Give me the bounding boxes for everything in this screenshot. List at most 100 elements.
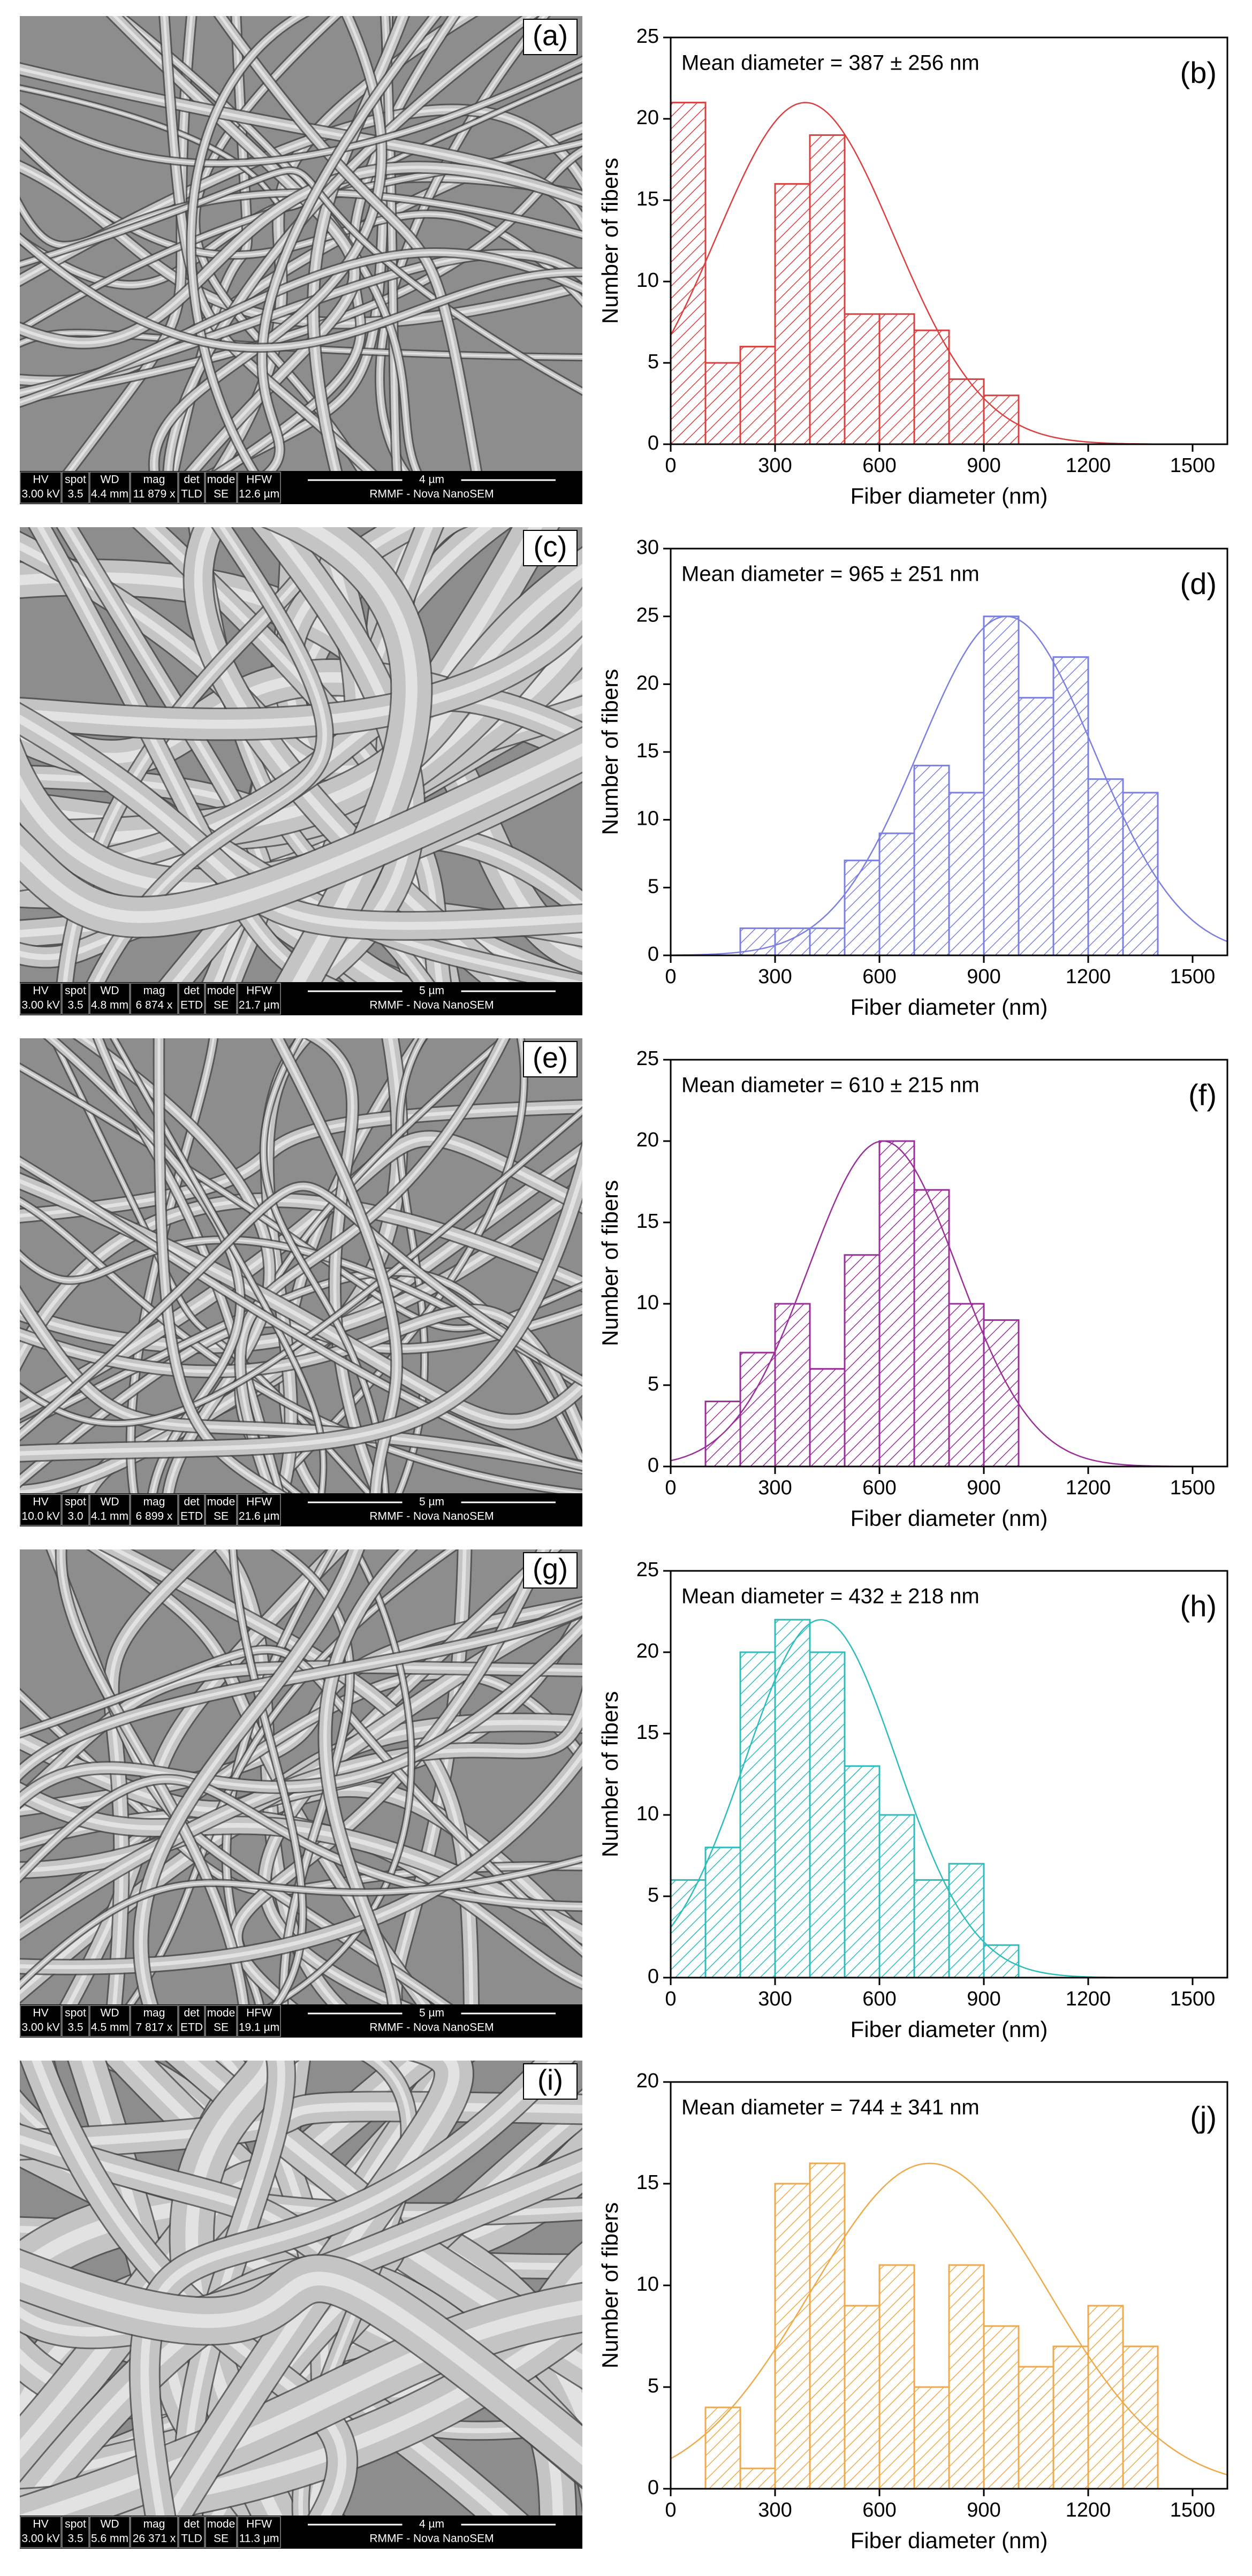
x-tick-label: 900 xyxy=(967,1477,1000,1499)
info-cell xyxy=(205,2005,237,2037)
x-tick-label: 300 xyxy=(758,966,792,988)
histogram-bar xyxy=(948,378,985,445)
fiber-highlight xyxy=(20,1665,582,1803)
info-cell xyxy=(178,2005,205,2037)
info-cell xyxy=(20,2005,62,2037)
info-value: 21.6 µm xyxy=(239,1510,279,1523)
info-value: 3.00 kV xyxy=(21,2533,59,2545)
fiber-highlight xyxy=(20,67,582,225)
info-value: 3.00 kV xyxy=(21,488,59,500)
info-cell xyxy=(205,983,237,1015)
x-tick-label: 900 xyxy=(967,1988,1000,2010)
scale-label-bg xyxy=(402,2007,461,2020)
panel-label-box xyxy=(523,1552,578,1589)
info-value: 21.7 µm xyxy=(239,999,279,1012)
histogram-bar xyxy=(704,1846,741,1979)
info-value: ETD xyxy=(180,2022,203,2034)
fiber-highlight xyxy=(272,1549,412,2004)
scale-label-bg xyxy=(402,473,461,487)
x-tick-label: 900 xyxy=(967,966,1000,988)
info-value: 3.00 kV xyxy=(21,2022,59,2034)
y-tick-label: 10 xyxy=(636,1803,659,1825)
fit-curve xyxy=(671,2162,1227,2476)
annotation: Mean diameter = 432 ± 218 nm xyxy=(681,1585,980,1608)
info-value: SE xyxy=(214,999,229,1012)
info-value: 19.1 µm xyxy=(239,2022,279,2034)
fiber-highlight xyxy=(20,1295,582,1469)
fiber-highlight xyxy=(232,1549,303,2004)
x-tick-label: 1500 xyxy=(1170,1988,1216,2010)
x-tick-label: 600 xyxy=(862,1477,896,1499)
info-cell xyxy=(89,1494,130,1526)
info-cell xyxy=(89,2516,130,2548)
y-tick-label: 10 xyxy=(636,808,659,830)
x-tick-label: 600 xyxy=(862,454,896,477)
info-cell xyxy=(237,2516,281,2548)
info-value: 6 899 x xyxy=(136,1510,173,1523)
info-header: HV xyxy=(33,2007,48,2019)
fiber-highlight xyxy=(20,1160,582,1468)
histogram-bar xyxy=(774,1303,811,1468)
histogram-bar xyxy=(983,1319,1020,1468)
info-cell xyxy=(20,2516,62,2548)
x-tick-label: 1200 xyxy=(1066,1988,1111,2010)
y-tick-label: 20 xyxy=(636,107,659,129)
histogram-bar xyxy=(844,1765,881,1979)
fiber-highlight xyxy=(49,1038,242,1493)
fiber-highlight xyxy=(20,1608,582,1775)
y-tick-label: 0 xyxy=(648,432,659,454)
info-cell xyxy=(178,472,205,504)
y-tick-label: 20 xyxy=(636,1129,659,1151)
info-header: HFW xyxy=(246,2007,272,2019)
info-header: spot xyxy=(65,2518,86,2531)
fiber-highlight xyxy=(20,169,582,392)
x-tick-label: 0 xyxy=(665,1477,676,1499)
facility: RMMF - Nova NanoSEM xyxy=(369,488,494,500)
fiber-highlight xyxy=(20,2300,582,2516)
panel-label-box xyxy=(523,530,578,566)
fiber-highlight xyxy=(113,1038,324,1493)
x-tick-label: 1200 xyxy=(1066,966,1111,988)
histogram-bar xyxy=(774,2183,811,2490)
info-value: SE xyxy=(214,1510,229,1523)
y-tick-label: 5 xyxy=(648,1884,659,1906)
info-header: spot xyxy=(65,474,86,486)
info-value: 11 879 x xyxy=(133,488,176,500)
histogram-bar xyxy=(739,1651,776,1979)
info-header: WD xyxy=(101,2518,119,2531)
info-value: ETD xyxy=(180,1510,203,1523)
x-tick-label: 0 xyxy=(665,2499,676,2521)
fiber-highlight xyxy=(112,16,356,471)
panel-label: (j) xyxy=(1190,2100,1217,2134)
facility: RMMF - Nova NanoSEM xyxy=(369,2533,494,2545)
info-header: HV xyxy=(33,1496,48,1508)
histogram-bar xyxy=(913,1879,950,1979)
info-cell xyxy=(130,2005,178,2037)
x-tick-label: 0 xyxy=(665,454,676,477)
info-header: det xyxy=(184,2007,199,2019)
x-tick-label: 1500 xyxy=(1170,454,1216,477)
info-header: mag xyxy=(143,2007,165,2019)
y-axis-label: Number of fibers xyxy=(597,669,623,835)
y-tick-label: 20 xyxy=(636,2070,659,2092)
histogram-bar xyxy=(739,1351,776,1468)
fiber-highlight xyxy=(20,2267,582,2465)
y-tick-label: 10 xyxy=(636,269,659,292)
fiber-highlight xyxy=(20,192,582,246)
x-tick-label: 300 xyxy=(758,2499,792,2521)
histogram-bar xyxy=(809,134,846,445)
histogram-bar xyxy=(739,346,776,445)
y-tick-label: 15 xyxy=(636,2171,659,2194)
info-value: 3.5 xyxy=(67,488,83,500)
histogram-bar xyxy=(774,183,811,445)
histogram-bar xyxy=(774,1618,811,1979)
x-tick-label: 1500 xyxy=(1170,2499,1216,2521)
annotation: Mean diameter = 744 ± 341 nm xyxy=(681,2096,980,2119)
fiber-highlight xyxy=(20,743,582,923)
fiber-highlight xyxy=(20,1858,582,1986)
info-header: mag xyxy=(143,474,165,486)
panel-label: (h) xyxy=(1180,1589,1217,1623)
scale-label: 4 µm xyxy=(419,2518,444,2531)
info-value: TLD xyxy=(181,488,202,500)
histogram-bar xyxy=(878,1140,915,1468)
